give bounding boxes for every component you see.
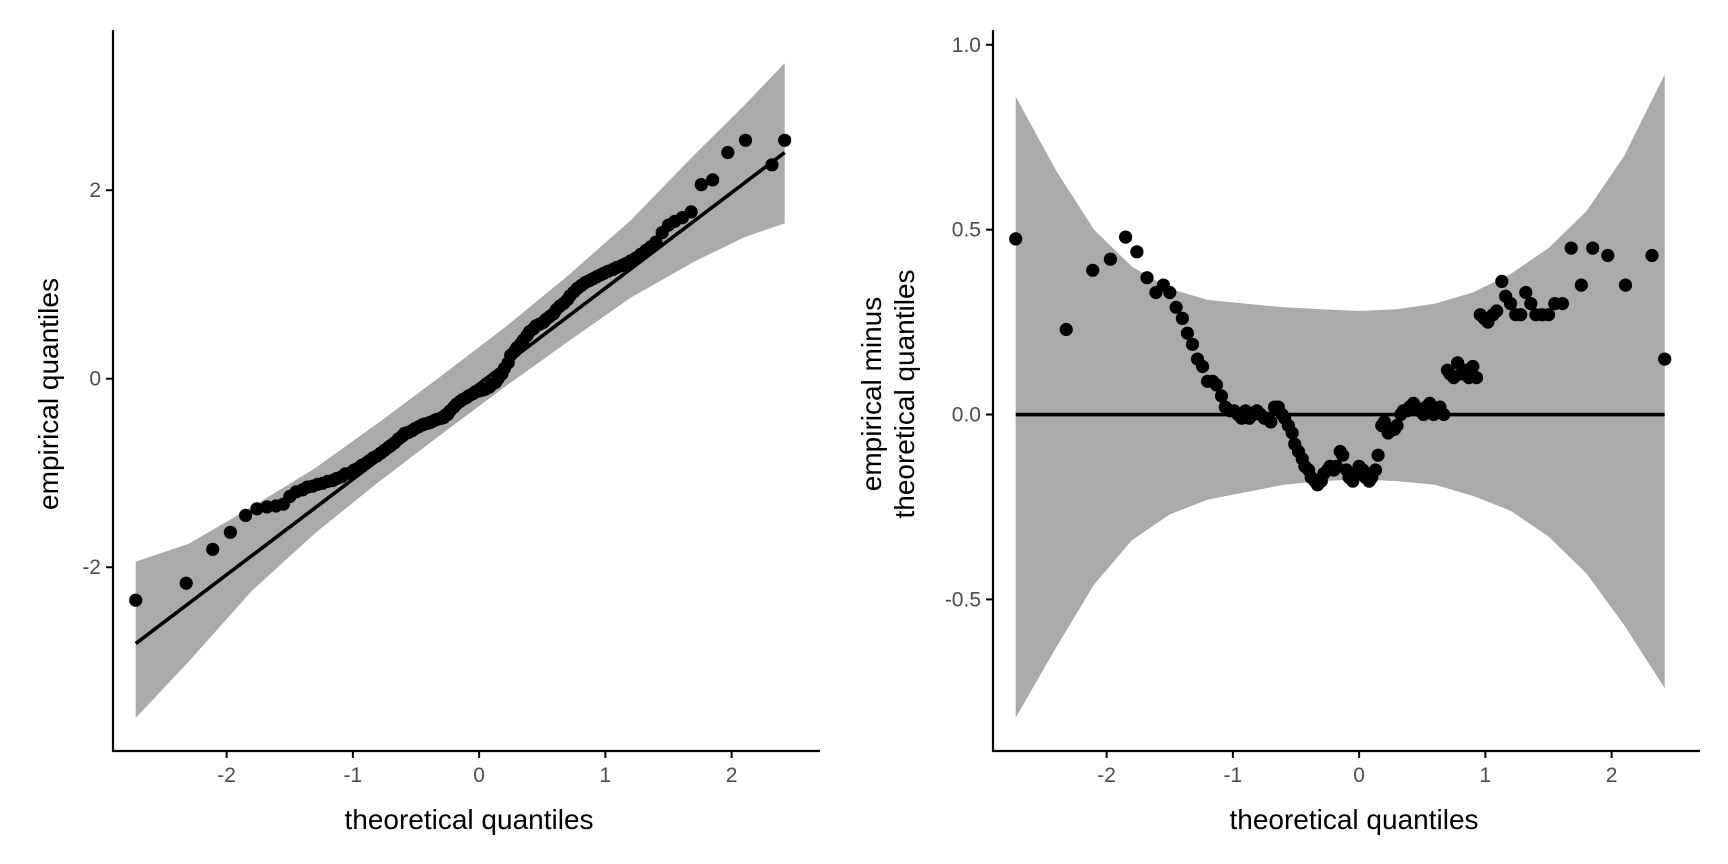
right-data-point: [1524, 297, 1538, 311]
left-confidence-band-layer: [135, 63, 785, 718]
right-y-axis-title-line-1: empirical minus: [856, 297, 887, 492]
right-data-point: [1163, 285, 1177, 300]
right-confidence-band-layer: [1015, 74, 1665, 718]
right-y-tick-label: 0.5: [952, 219, 981, 242]
left-y-tick-label: -2: [82, 556, 101, 579]
right-data-point: [1180, 326, 1194, 340]
left-data-point: [738, 133, 753, 147]
right-y-tick-label: 1.0: [952, 34, 981, 57]
right-data-point: [1519, 285, 1533, 300]
right-y-tick-label: -0.5: [945, 588, 981, 611]
left-data-point: [684, 205, 698, 219]
right-points-layer: [1009, 230, 1672, 492]
right-data-point: [1285, 426, 1299, 440]
left-x-tick-label: 1: [600, 764, 612, 787]
right-data-point: [1618, 278, 1633, 292]
left-x-tick-label: 2: [726, 764, 738, 787]
right-data-point: [1086, 263, 1100, 277]
left-x-axis-title: theoretical quantiles: [344, 804, 593, 835]
left-y-tick-label: 0: [89, 368, 101, 391]
left-data-point: [129, 593, 143, 607]
right-confidence-band: [1015, 74, 1665, 718]
right-data-point: [1645, 248, 1659, 263]
right-data-point: [1185, 337, 1200, 351]
left-data-point: [765, 158, 779, 172]
right-data-point: [1564, 241, 1578, 255]
right-data-point: [1574, 278, 1588, 292]
right-data-point: [1059, 322, 1073, 337]
right-data-point: [1504, 297, 1518, 311]
right-data-point: [1169, 300, 1183, 314]
right-data-point: [1175, 311, 1189, 325]
right-data-point: [1658, 352, 1672, 366]
right-data-point: [1336, 448, 1350, 462]
right-data-point: [1140, 271, 1154, 285]
left-data-point: [694, 178, 708, 192]
right-data-point: [1103, 252, 1117, 266]
right-data-point: [1119, 230, 1133, 244]
right-data-point: [1586, 241, 1600, 255]
right-axes: -2 -1 0 1 2 -0.5 0.0 0.5 1.0: [945, 30, 1700, 787]
right-data-point: [1196, 359, 1210, 374]
left-x-tick-label: -1: [344, 764, 363, 787]
right-data-point: [1514, 308, 1528, 322]
left-data-point: [206, 542, 220, 556]
right-data-point: [1009, 232, 1023, 246]
right-x-tick-label: -1: [1224, 764, 1243, 787]
left-points-layer: [129, 133, 792, 607]
left-data-point: [706, 173, 720, 187]
right-x-axis-title: theoretical quantiles: [1229, 804, 1478, 835]
right-data-point: [1130, 245, 1144, 259]
right-detrended-qq-panel: -2 -1 0 1 2 -0.5 0.0 0.5 1.0 theoretical quantil…: [856, 30, 1700, 835]
right-x-tick-label: 1: [1480, 764, 1492, 787]
right-data-point: [1469, 371, 1484, 385]
right-data-point: [1209, 378, 1224, 392]
left-axes: -2 -1 0 1 2 -2 0 2: [82, 30, 820, 787]
right-data-point: [1601, 248, 1615, 263]
left-confidence-band: [135, 63, 785, 718]
left-data-point: [239, 508, 253, 522]
left-data-point: [721, 145, 735, 160]
right-y-axis-title-line-2: theoretical quantiles: [889, 269, 920, 518]
right-data-point: [1541, 308, 1556, 322]
left-data-point: [250, 502, 264, 516]
right-data-point: [1264, 415, 1278, 429]
left-x-tick-label: 0: [473, 764, 485, 787]
right-data-point: [1390, 419, 1404, 433]
left-data-point: [649, 235, 663, 249]
right-data-point: [1490, 304, 1504, 318]
right-data-point: [1437, 407, 1451, 422]
right-x-tick-label: 0: [1353, 764, 1365, 787]
right-data-point: [1329, 459, 1343, 473]
right-data-point: [1368, 463, 1383, 477]
left-data-point: [179, 576, 193, 590]
left-data-point: [778, 133, 792, 147]
right-x-tick-label: -2: [1097, 764, 1116, 787]
left-data-point: [223, 525, 237, 539]
left-y-tick-label: 2: [89, 179, 101, 202]
left-y-axis-title: empirical quantiles: [33, 278, 64, 510]
right-data-point: [1214, 389, 1229, 403]
right-x-tick-label: 2: [1606, 764, 1618, 787]
right-data-point: [1555, 297, 1569, 311]
left-x-tick-label: -2: [217, 764, 236, 787]
right-data-point: [1466, 359, 1480, 374]
right-data-point: [1371, 448, 1385, 462]
right-y-tick-label: 0.0: [952, 404, 981, 427]
right-data-point: [1495, 274, 1509, 288]
left-qq-panel: -2 -1 0 1 2 -2 0 2 theoretical quantiles empiri…: [33, 30, 820, 835]
